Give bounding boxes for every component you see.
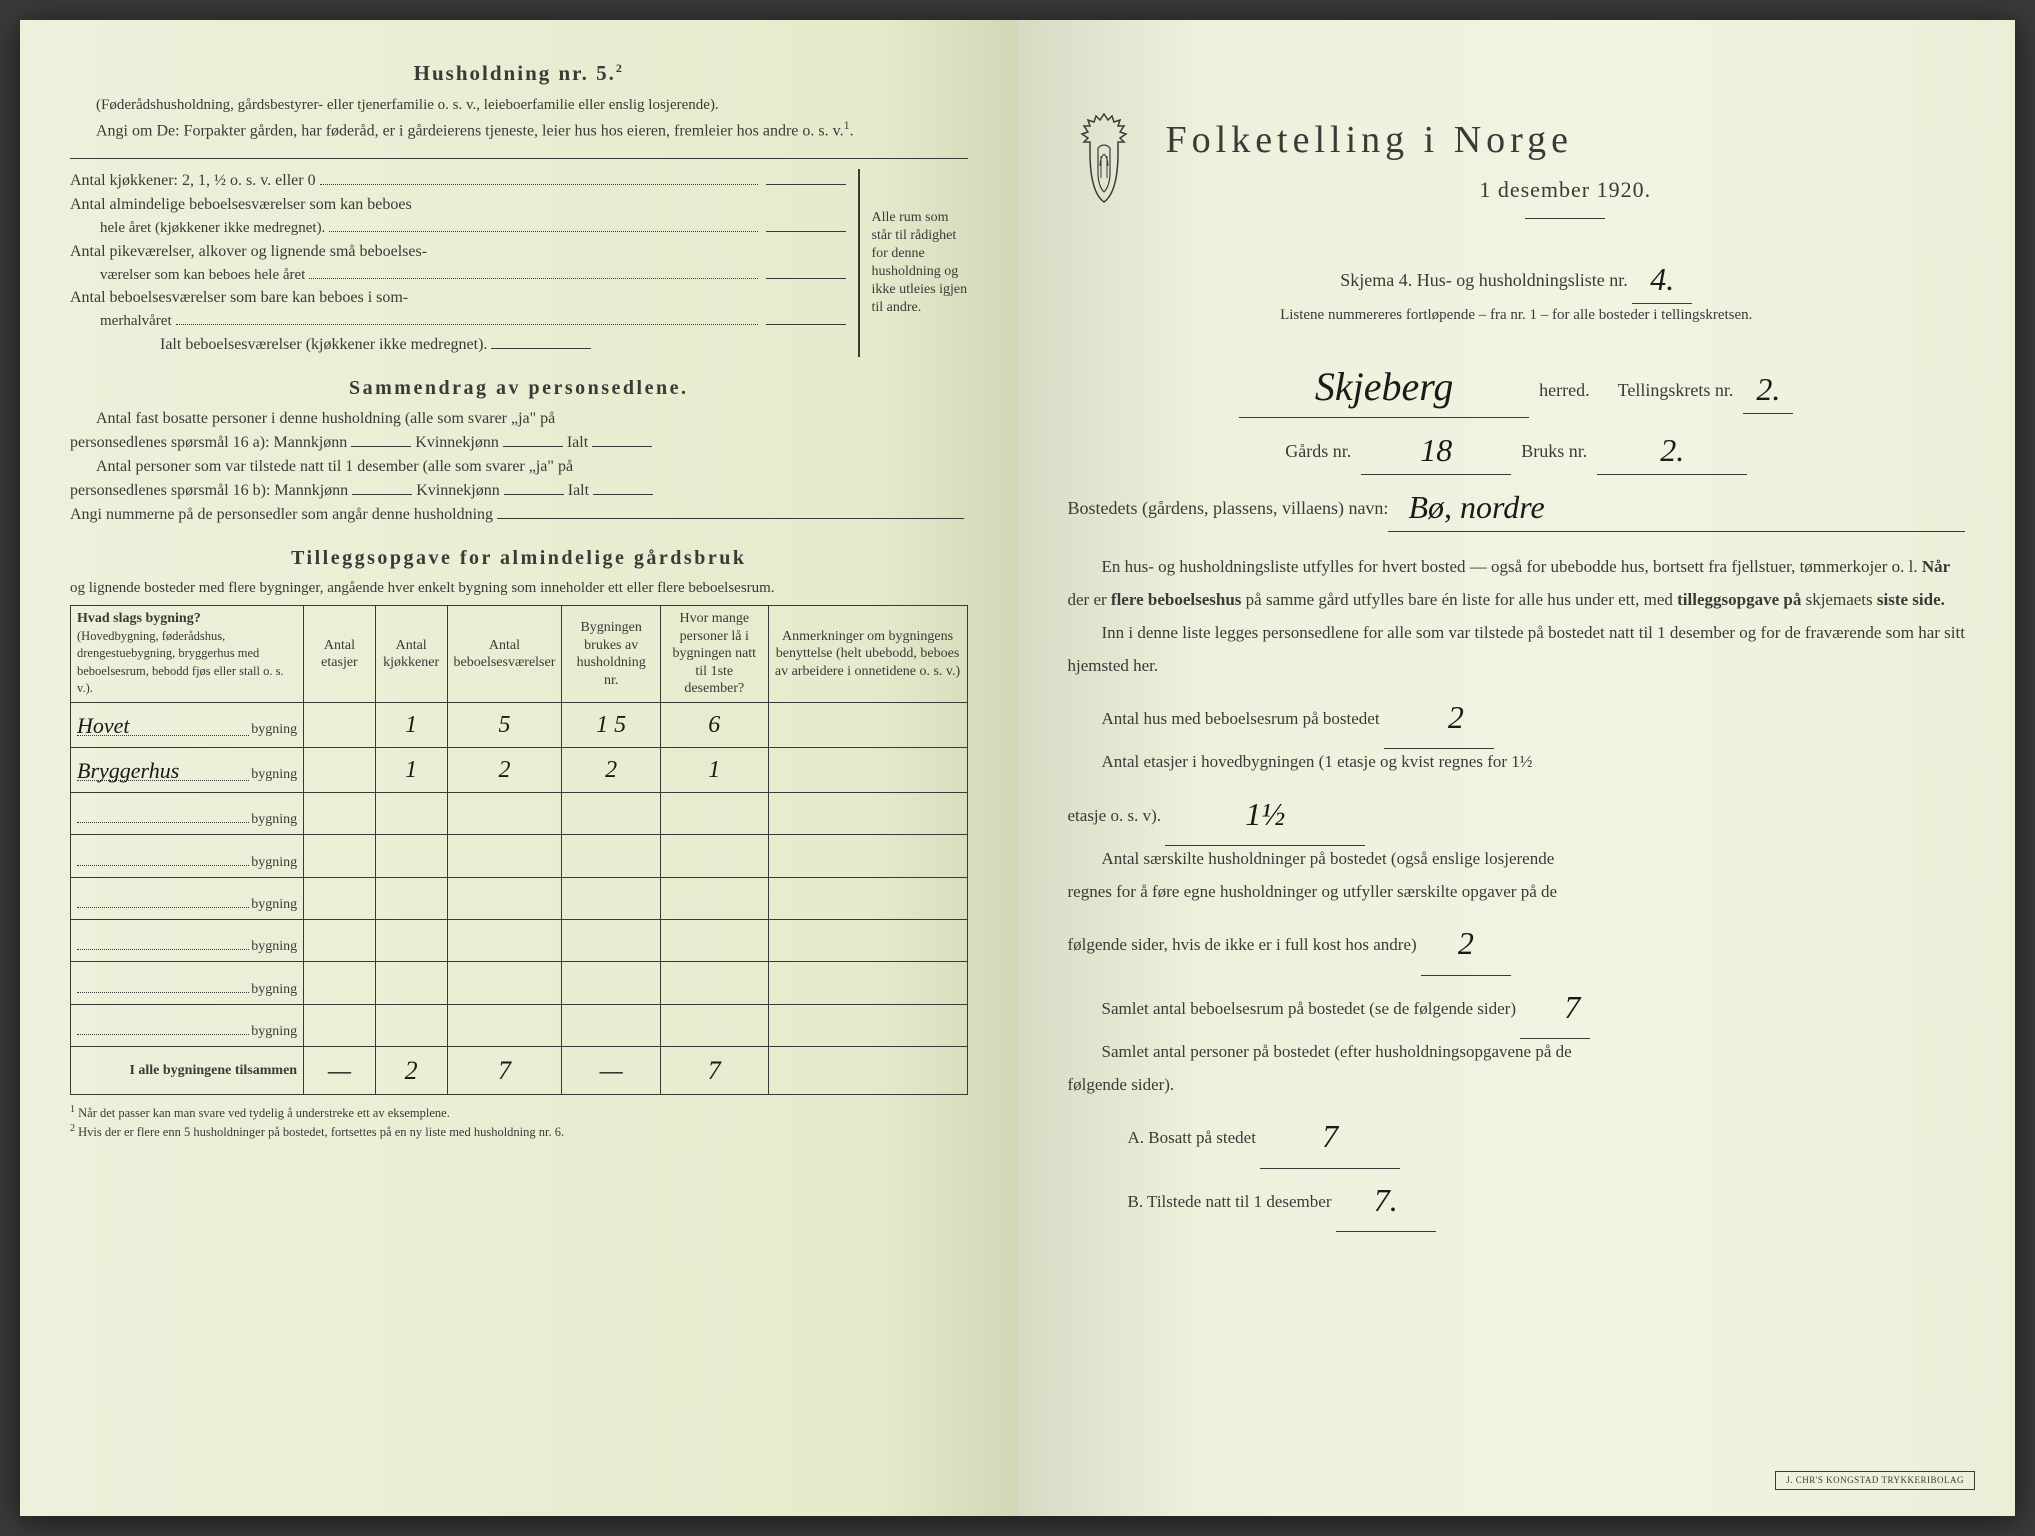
buildings-table: Hvad slags bygning? (Hovedbygning, føder…: [70, 605, 968, 1095]
footnotes: 1 Når det passer kan man svare ved tydel…: [70, 1103, 968, 1141]
divider: [1525, 218, 1605, 219]
sammendrag-line2b: personsedlenes spørsmål 16 b): Mannkjønn…: [70, 479, 968, 503]
census-title: Folketelling i Norge: [1166, 112, 1966, 169]
bosatt-value: 7: [1260, 1105, 1400, 1168]
herred-line: Skjeberg herred. Tellingskrets nr. 2.: [1068, 353, 1966, 414]
husholdning-title: Husholdning nr. 5.2: [70, 58, 968, 90]
tilstede-value: 7.: [1336, 1169, 1436, 1232]
header-block: Folketelling i Norge 1 desember 1920.: [1068, 112, 1966, 231]
total-personer: 7: [660, 1047, 768, 1095]
table-row: bygning: [71, 1004, 968, 1046]
husholdning-instruks: Angi om De: Forpakter gården, har føderå…: [70, 116, 968, 143]
th-personer: Hvor mange personer lå i bygningen natt …: [660, 606, 768, 703]
th-anm: Anmerkninger om bygningens benyttelse (h…: [768, 606, 967, 703]
table-row: Bryggerhusbygning1221: [71, 747, 968, 792]
brace-text: Alle rum som står til rådighet for denne…: [858, 169, 968, 357]
tellingskrets-value: 2.: [1743, 365, 1793, 414]
sammendrag-line3: Angi nummerne på de personsedler som ang…: [70, 503, 968, 527]
listene-line: Listene nummereres fortløpende – fra nr.…: [1068, 304, 1966, 327]
antal-hus-line: Antal hus med beboelsesrum på bostedet 2: [1068, 682, 1966, 745]
antal-hushold-b: regnes for å føre egne husholdninger og …: [1068, 875, 1966, 908]
bosted-value: Bø, nordre: [1388, 483, 1965, 532]
footnote-2: Hvis der er flere enn 5 husholdninger på…: [78, 1125, 564, 1139]
fill-line: [70, 143, 968, 159]
sammendrag-line1b: personsedlenes spørsmål 16 a): Mannkjønn…: [70, 431, 968, 455]
th-kjokken: Antal kjøkkener: [375, 606, 447, 703]
antal-sommer-sub: merhalvåret: [100, 310, 172, 333]
samlet-rum-line: Samlet antal beboelsesrum på bostedet (s…: [1068, 972, 1966, 1035]
antal-etasjer-line: Antal etasjer i hovedbygningen (1 etasje…: [1068, 745, 1966, 778]
th-bygning: Hvad slags bygning?: [77, 611, 201, 626]
total-kjokken: 2: [375, 1047, 447, 1095]
herred-value: Skjeberg: [1239, 357, 1529, 418]
samlet-pers-b: følgende sider).: [1068, 1068, 1966, 1101]
th-bygning-sub: (Hovedbygning, føderådshus, drengestueby…: [77, 629, 284, 696]
bosted-line: Bostedets (gårdens, plassens, villaens) …: [1068, 479, 1966, 528]
census-subtitle: 1 desember 1920.: [1166, 173, 1966, 206]
table-row: bygning: [71, 792, 968, 834]
antal-hushold-a: Antal særskilte husholdninger på bostede…: [1068, 842, 1966, 875]
para1: En hus- og husholdningsliste utfylles fo…: [1068, 550, 1966, 616]
gards-line: Gårds nr. 18 Bruks nr. 2.: [1068, 422, 1966, 471]
tilstede-line: B. Tilstede natt til 1 desember 7.: [1068, 1165, 1966, 1228]
skjema-line: Skjema 4. Hus- og husholdningsliste nr. …: [1068, 251, 1966, 300]
table-row: bygning: [71, 920, 968, 962]
table-row: Hovetbygning151 56: [71, 702, 968, 747]
total-label: I alle bygningene tilsammen: [71, 1047, 304, 1095]
samlet-rum-value: 7: [1520, 976, 1590, 1039]
antal-almindelige-label: Antal almindelige beboelsesværelser som …: [70, 196, 412, 213]
total-etasjer: —: [304, 1047, 376, 1095]
antal-kjokkener-label: Antal kjøkkener: 2, 1, ½ o. s. v. eller …: [70, 169, 316, 193]
printer-stamp: J. CHR'S KONGSTAD TRYKKERIBOLAG: [1775, 1471, 1975, 1491]
antal-sommer-label: Antal beboelsesværelser som bare kan beb…: [70, 289, 408, 306]
antal-hushold-value: 2: [1421, 912, 1511, 975]
ialt-label: Ialt beboelsesværelser (kjøkkener ikke m…: [160, 333, 487, 357]
th-vaerelser: Antal beboelsesværelser: [447, 606, 562, 703]
bosatt-line: A. Bosatt på stedet 7: [1068, 1101, 1966, 1164]
right-page: Folketelling i Norge 1 desember 1920. Sk…: [1018, 20, 2016, 1516]
coat-of-arms-icon: [1068, 112, 1140, 204]
antal-etasjer-value: 1½: [1165, 783, 1365, 846]
footnote-1: Når det passer kan man svare ved tydelig…: [78, 1106, 450, 1120]
gards-nr-value: 18: [1361, 426, 1511, 475]
table-row: bygning: [71, 835, 968, 877]
husholdning-note: (Føderådshusholdning, gårdsbestyrer- ell…: [70, 94, 968, 117]
sammendrag-line2a: Antal personer som var tilstede natt til…: [70, 455, 968, 479]
th-hushold: Bygningen brukes av husholdning nr.: [562, 606, 661, 703]
total-vaer: 7: [447, 1047, 562, 1095]
antal-etasjer-line-b: etasje o. s. v). 1½: [1068, 779, 1966, 842]
antal-hushold-c: følgende sider, hvis de ikke er i full k…: [1068, 908, 1966, 971]
th-etasjer: Antal etasjer: [304, 606, 376, 703]
table-row: bygning: [71, 962, 968, 1004]
antal-pike-label: Antal pikeværelser, alkover og lignende …: [70, 243, 427, 260]
total-anm: [768, 1047, 967, 1095]
skjema-nr-value: 4.: [1632, 255, 1692, 304]
table-row: bygning: [71, 877, 968, 919]
antal-hus-value: 2: [1384, 686, 1494, 749]
document-spread: Husholdning nr. 5.2 (Føderådshusholdning…: [20, 20, 2015, 1516]
sammendrag-line1a: Antal fast bosatte personer i denne hush…: [70, 407, 968, 431]
antal-pike-sub: værelser som kan beboes hele året: [100, 264, 305, 287]
antal-almindelige-sub: hele året (kjøkkener ikke medregnet).: [100, 217, 325, 240]
tillegg-title: Tilleggsopgave for almindelige gårdsbruk: [70, 543, 968, 573]
tillegg-sub: og lignende bosteder med flere bygninger…: [70, 577, 968, 600]
bruks-nr-value: 2.: [1597, 426, 1747, 475]
instructions-body: En hus- og husholdningsliste utfylles fo…: [1068, 550, 1966, 1229]
left-page: Husholdning nr. 5.2 (Føderådshusholdning…: [20, 20, 1018, 1516]
para2: Inn i denne liste legges personsedlene f…: [1068, 616, 1966, 682]
samlet-pers-a: Samlet antal personer på bostedet (efter…: [1068, 1035, 1966, 1068]
rooms-block: Antal kjøkkener: 2, 1, ½ o. s. v. eller …: [70, 169, 968, 357]
total-hushold: —: [562, 1047, 661, 1095]
sammendrag-title: Sammendrag av personsedlene.: [70, 373, 968, 403]
